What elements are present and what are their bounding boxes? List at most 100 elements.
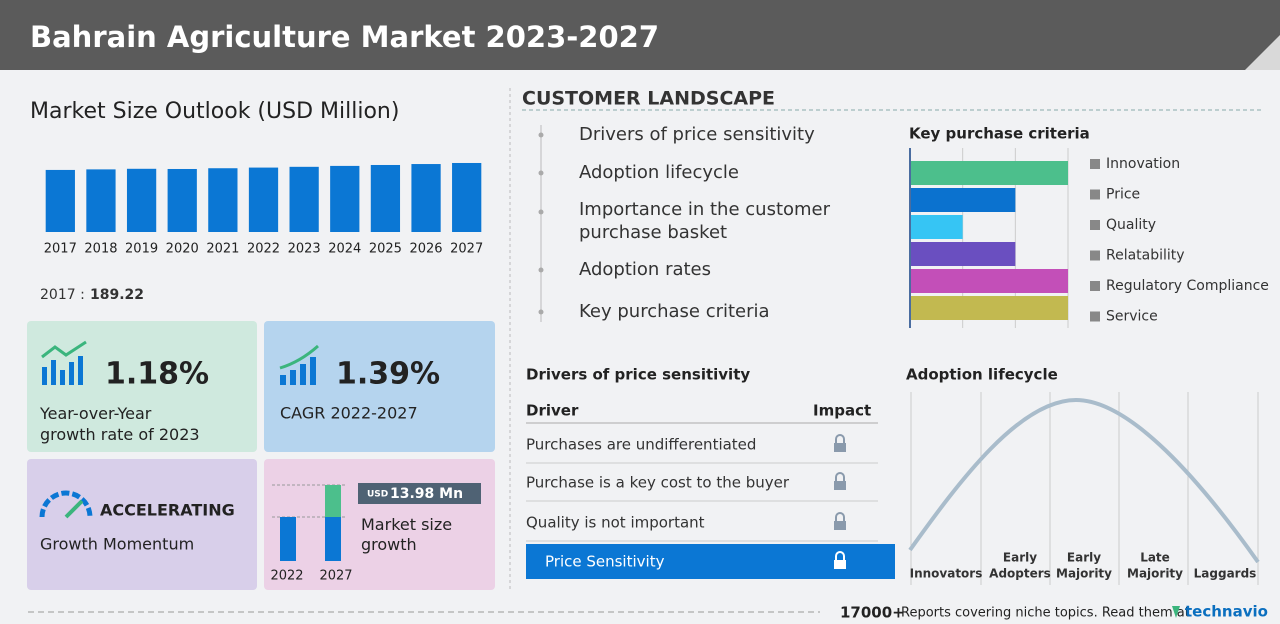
landscape-list: Drivers of price sensitivity Adoption lif… (538, 124, 831, 322)
legend-swatch (1090, 220, 1100, 230)
label-line: growth (361, 535, 417, 554)
list-item: purchase basket (579, 222, 727, 243)
x-tick-label: 2022 (247, 242, 280, 257)
stage-label: Early (1003, 551, 1037, 565)
bar (910, 296, 1068, 320)
x-tick-label: 2019 (125, 242, 158, 257)
bar (452, 162, 482, 232)
footer-text: Reports covering niche topics. Read them… (901, 606, 1190, 621)
stage-label: Laggards (1194, 567, 1257, 581)
legend-label: Regulatory Compliance (1106, 278, 1269, 294)
legend-swatch (1090, 281, 1100, 291)
base-value: 189.22 (90, 287, 144, 303)
list-dot (538, 267, 544, 273)
legend-label: Price (1106, 187, 1140, 203)
list-item: Adoption rates (579, 259, 711, 280)
chart-title: Market Size Outlook (USD Million) (30, 99, 399, 124)
lock-icon (835, 512, 845, 521)
stage-label: Late (1140, 551, 1170, 565)
lifecycle-stages: Innovators Early Adopters Early Majority Late… (910, 551, 1257, 581)
table-header: Driver (526, 402, 579, 420)
stage-label: Innovators (910, 567, 983, 581)
card-value: 1.39% (336, 357, 440, 392)
list-dot (538, 170, 544, 176)
x-tick-label: 2017 (44, 242, 77, 257)
brand[interactable]: technavio (1185, 603, 1268, 621)
list-item: Drivers of price sensitivity (579, 124, 815, 145)
x-tick-label: 2026 (409, 242, 442, 257)
bar (411, 164, 441, 232)
lock-icon (835, 434, 845, 443)
card (264, 321, 495, 452)
legend-swatch (1090, 159, 1100, 169)
legend-swatch (1090, 250, 1100, 261)
bar (910, 161, 1068, 185)
lock-icon (834, 560, 846, 569)
gauge-icon (39, 490, 93, 519)
bar (86, 169, 116, 232)
label-line: growth rate of 2023 (40, 425, 200, 444)
lock-icon (835, 472, 845, 481)
driver-table: Purchases are undifferentiated Purchase i… (526, 434, 895, 579)
card-label: Year-over-Year growth rate of 2023 (39, 404, 200, 444)
stage-label: Early (1067, 551, 1101, 565)
legend-label: Relatability (1106, 248, 1185, 264)
driver: Purchase is a key cost to the buyer (526, 474, 790, 492)
driver: Purchases are undifferentiated (526, 436, 756, 454)
label-line: Year-over-Year (39, 404, 152, 423)
header-fold (1245, 35, 1280, 70)
lock-icon (834, 443, 846, 452)
bar (45, 169, 75, 232)
year-label: 2022 (270, 569, 303, 584)
bar (208, 168, 238, 232)
market-bars: 2017 2018 2019 2020 2021 2022 2023 2024 2025 2026… (44, 162, 483, 257)
section-title: CUSTOMER LANDSCAPE (522, 88, 775, 110)
x-tick-label: 2023 (288, 242, 321, 257)
stage-label: Majority (1127, 567, 1183, 581)
lifecycle-curve (908, 397, 1260, 564)
card-label: Growth Momentum (40, 535, 194, 554)
base-label: 2017 : (40, 287, 85, 303)
legend-swatch (1090, 189, 1100, 200)
bar (910, 269, 1068, 293)
bar (167, 168, 197, 232)
bar (330, 165, 360, 232)
x-tick-label: 2018 (84, 242, 117, 257)
driver: Quality is not important (526, 514, 705, 532)
bar (126, 168, 157, 232)
table-header: Impact (813, 402, 871, 420)
list-item: Importance in the customer (579, 199, 831, 220)
criteria-chart: Innovation Price Quality Relatability Regula… (909, 148, 1269, 328)
list-dot (538, 309, 544, 315)
bar (289, 166, 319, 232)
bar (910, 215, 963, 239)
x-tick-label: 2025 (369, 242, 402, 257)
list-dot (538, 209, 544, 215)
label-line: Market size (361, 515, 452, 534)
legend-swatch (1090, 311, 1100, 322)
header-band (0, 0, 1280, 70)
x-tick-label: 2020 (166, 242, 199, 257)
card-value: 1.18% (105, 357, 209, 392)
card-value: 13.98 Mn (390, 486, 463, 502)
lock-icon (834, 481, 846, 490)
mini-bars (272, 484, 345, 561)
growth-icon (41, 340, 87, 385)
list-dot (538, 132, 544, 138)
card (27, 321, 257, 452)
highlight-row (526, 544, 895, 579)
legend-label: Quality (1106, 217, 1156, 233)
x-tick-label: 2024 (328, 242, 361, 257)
driver: Price Sensitivity (545, 553, 665, 571)
brand-icon (1172, 606, 1180, 618)
footer-count: 17000+ (840, 604, 905, 622)
lock-icon (835, 551, 845, 560)
list-item: Adoption lifecycle (579, 162, 739, 183)
card-label: CAGR 2022-2027 (280, 404, 418, 423)
chart-title: Adoption lifecycle (906, 366, 1058, 384)
lifecycle-grid (910, 392, 1259, 585)
card (27, 459, 257, 590)
card-value: ACCELERATING (100, 501, 235, 520)
